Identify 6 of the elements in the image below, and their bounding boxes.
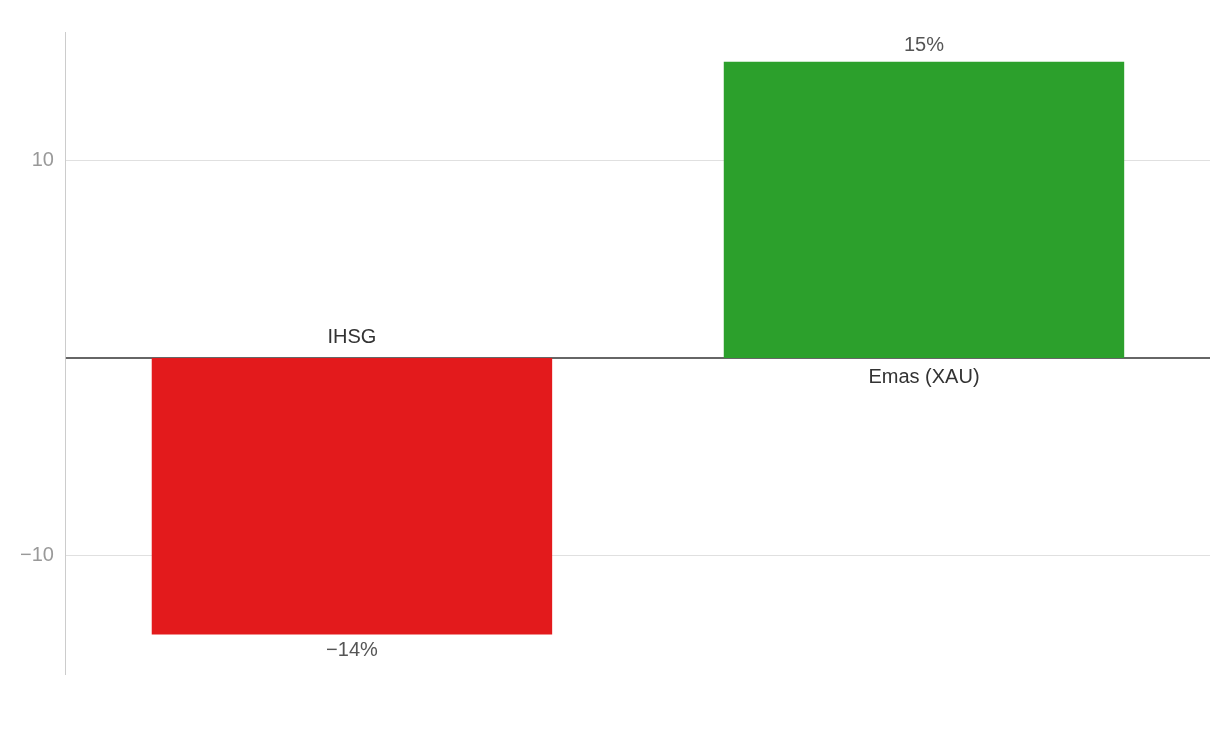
- data-label: −14%: [326, 638, 379, 661]
- y-tick-label: −10: [19, 542, 54, 565]
- y-tick-label: 10: [31, 147, 54, 170]
- x-tick-label: Emas (XAU): [868, 365, 980, 388]
- x-tick-label: IHSG: [327, 325, 377, 348]
- data-label: 15%: [903, 33, 945, 56]
